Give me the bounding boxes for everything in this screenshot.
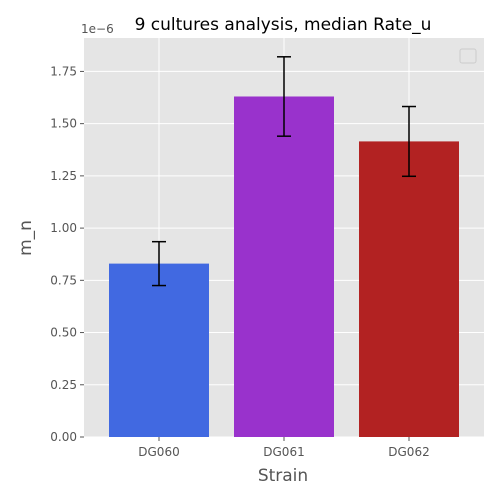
x-tick-label: DG062 — [388, 445, 429, 459]
y-tick-label: 1.25 — [50, 169, 77, 183]
bar-dg062 — [359, 141, 459, 437]
y-tick-label: 1.00 — [50, 221, 77, 235]
y-tick-label: 1.75 — [50, 64, 77, 78]
legend-box — [459, 48, 477, 64]
bar-dg061 — [234, 96, 334, 437]
y-axis-scale-label: 1e−6 — [81, 22, 114, 36]
y-tick-label: 0.00 — [50, 430, 77, 444]
chart-title: 9 cultures analysis, median Rate_u — [135, 15, 432, 35]
y-tick-label: 0.50 — [50, 326, 77, 340]
y-tick-label: 1.50 — [50, 117, 77, 131]
x-tick-label: DG060 — [138, 445, 179, 459]
y-tick-label: 0.25 — [50, 378, 77, 392]
x-tick-label: DG061 — [263, 445, 304, 459]
x-axis-label: Strain — [258, 466, 308, 486]
y-tick-label: 0.75 — [50, 273, 77, 287]
y-axis-label: m_n — [16, 220, 36, 256]
bar-dg060 — [109, 263, 209, 437]
